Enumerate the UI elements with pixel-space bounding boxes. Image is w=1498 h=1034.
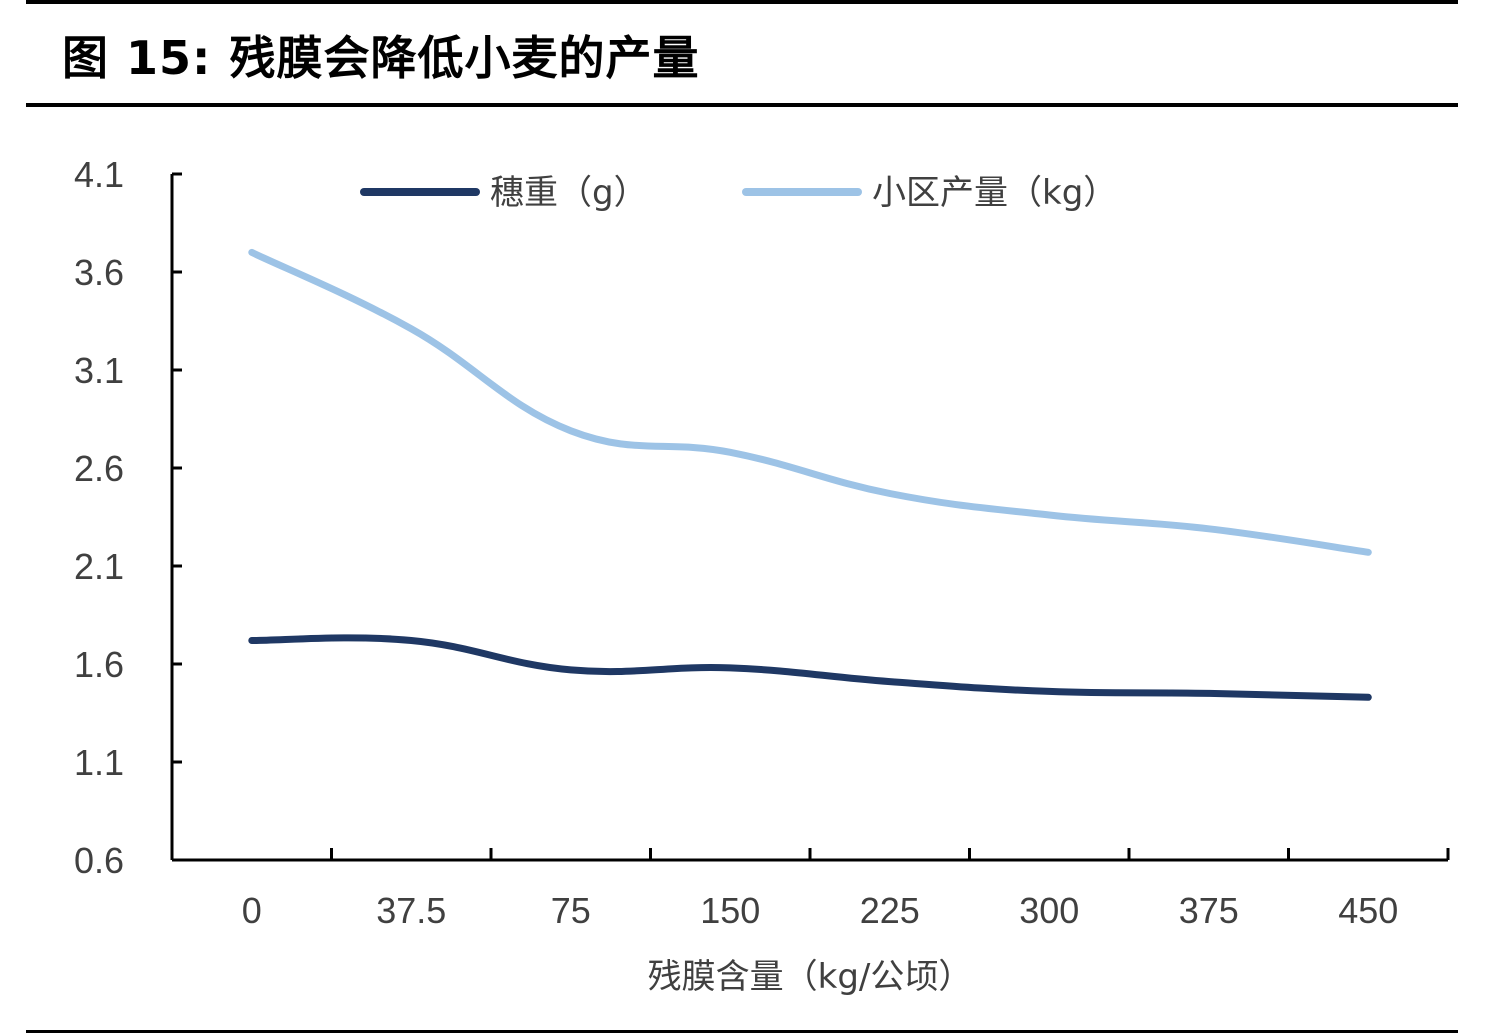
y-tick-label: 3.6 [74,252,124,293]
x-ticks: 0 37.5 75 150 225 300 375 450 [242,848,1450,931]
x-tick-label: 37.5 [376,890,446,931]
x-tick-label: 0 [242,890,262,931]
x-tick-label: 300 [1019,890,1079,931]
y-tick-label: 1.6 [74,644,124,685]
x-tick-label: 150 [700,890,760,931]
series-line-1 [248,248,1372,556]
figure-title-text: 残膜会降低小麦的产量 [229,31,700,85]
bottom-rule [26,1030,1458,1033]
legend-label-0: 穗重（g） [490,173,648,213]
x-tick-label: 225 [860,890,920,931]
series-lines [248,248,1372,701]
y-tick-label: 2.6 [74,448,124,489]
y-ticks: 0.6 1.1 1.6 2.1 2.6 3.1 3.6 4.1 [74,154,182,881]
x-axis-title: 残膜含量（kg/公顷） [648,957,973,997]
y-tick-label: 1.1 [74,742,124,783]
series-line-0 [248,634,1372,701]
figure-title: 图 15: 残膜会降低小麦的产量 [62,22,699,88]
axes [170,174,1448,862]
title-rule [26,103,1458,107]
top-rule [26,0,1458,4]
x-tick-label: 450 [1338,890,1398,931]
y-tick-label: 2.1 [74,546,124,587]
legend: 穗重（g） 小区产量（kg） [360,173,1117,213]
x-tick-label: 75 [551,890,591,931]
y-tick-label: 3.1 [74,350,124,391]
y-tick-label: 0.6 [74,840,124,881]
figure-label: 图 15: [62,31,212,85]
x-tick-label: 375 [1179,890,1239,931]
legend-label-1: 小区产量（kg） [872,173,1117,213]
y-tick-label: 4.1 [74,154,124,195]
